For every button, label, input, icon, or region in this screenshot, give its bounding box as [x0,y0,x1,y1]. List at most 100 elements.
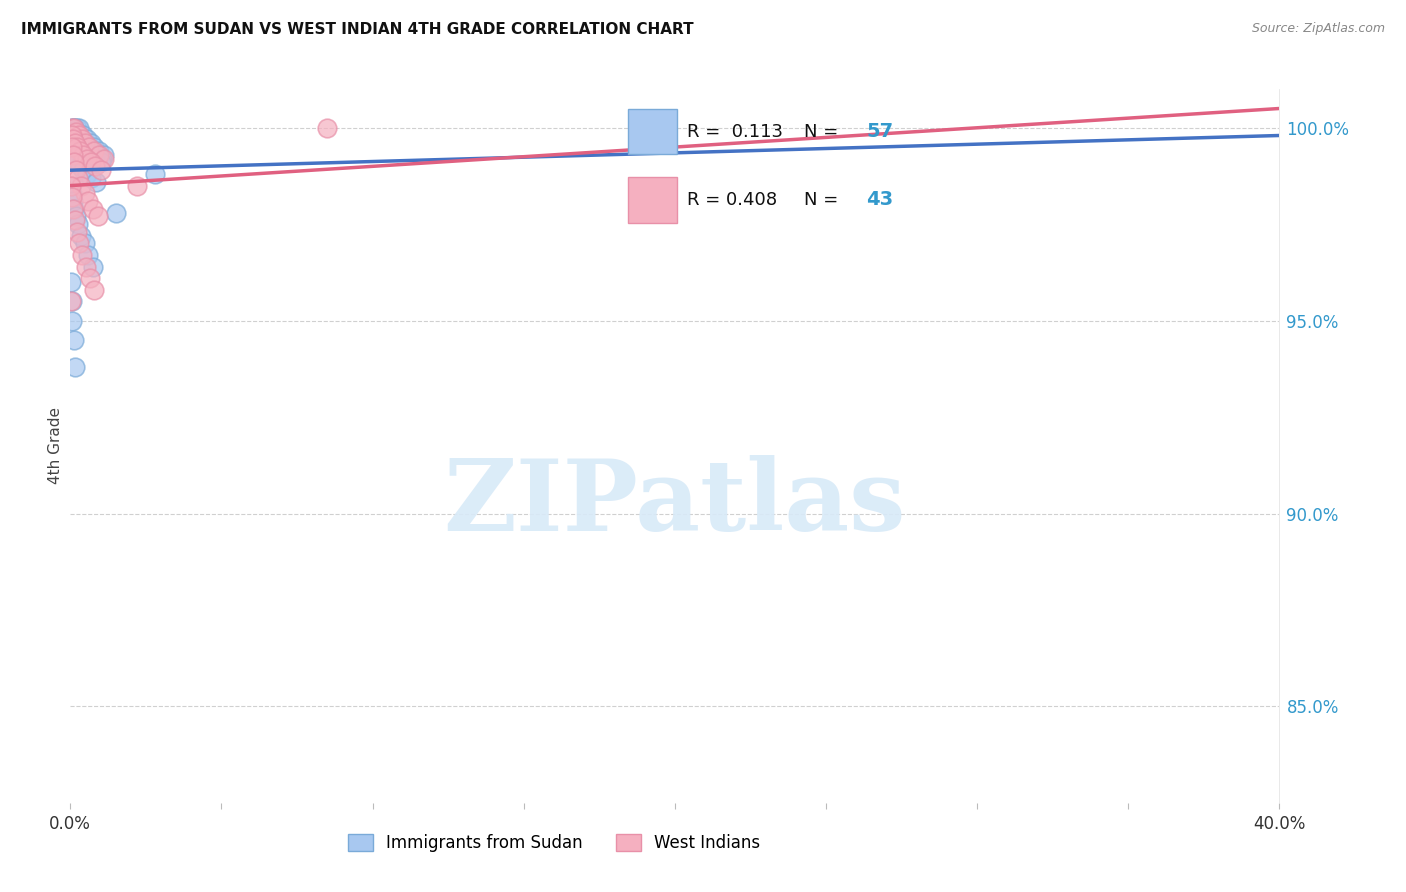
Point [62,148,84,162]
Point [59,178,82,193]
Point [84,159,107,173]
Point [80,144,103,158]
Point [90,155,111,169]
Point [77,248,100,262]
Point [86,148,108,162]
Point [76,132,98,146]
Point [63,120,86,135]
Point [80,155,103,169]
Point [63,120,86,135]
Point [79,148,101,162]
Point [73,236,96,251]
Y-axis label: 4th Grade: 4th Grade [48,408,63,484]
Point [60,294,83,309]
Point [65,163,87,178]
Text: Source: ZipAtlas.com: Source: ZipAtlas.com [1251,22,1385,36]
Point [87,210,110,224]
Point [62,194,84,208]
Point [65,210,87,224]
Point [69,159,91,173]
Point [70,178,93,193]
Point [60,186,83,201]
Point [80,136,103,151]
Point [125,178,148,193]
Point [67,128,90,143]
Point [70,132,93,146]
Point [75,260,97,274]
FancyBboxPatch shape [628,109,678,154]
Point [66,120,89,135]
Point [83,144,105,158]
Point [60,140,83,154]
Point [67,217,90,231]
Point [70,228,93,243]
Point [82,260,104,274]
Point [69,144,91,158]
Point [83,140,105,154]
Point [75,144,97,158]
Point [60,178,83,193]
Text: IMMIGRANTS FROM SUDAN VS WEST INDIAN 4TH GRADE CORRELATION CHART: IMMIGRANTS FROM SUDAN VS WEST INDIAN 4TH… [21,22,693,37]
Point [63,128,86,143]
Point [65,132,87,146]
Point [62,120,84,135]
Point [79,271,101,285]
Point [70,132,93,146]
Point [62,128,84,143]
Point [63,155,86,169]
Point [76,167,98,181]
Point [84,175,107,189]
Point [72,148,94,162]
Point [93,152,115,166]
Point [66,140,89,154]
Point [82,202,104,216]
Point [77,194,100,208]
Point [60,140,83,154]
Point [62,202,84,216]
Point [72,248,94,262]
Point [93,148,115,162]
Point [60,128,83,143]
Point [67,120,90,135]
Point [83,283,105,297]
Point [60,144,83,158]
Point [67,136,90,151]
Point [63,213,86,227]
Text: ZIPatlas: ZIPatlas [444,455,905,551]
FancyBboxPatch shape [628,178,678,223]
Point [73,186,96,201]
Point [91,152,114,166]
Point [66,128,89,143]
Point [87,144,110,158]
Point [60,125,83,139]
Point [70,140,93,154]
Text: N =: N = [804,123,844,141]
Point [59,294,82,309]
Point [62,148,84,162]
Text: N =: N = [804,191,844,209]
Point [75,136,97,151]
Point [63,120,86,135]
Point [143,167,166,181]
Point [316,120,339,135]
Point [62,120,84,135]
Text: R =  0.113: R = 0.113 [686,123,783,141]
Text: R = 0.408: R = 0.408 [686,191,778,209]
Point [90,163,111,178]
Legend: Immigrants from Sudan, West Indians: Immigrants from Sudan, West Indians [340,827,768,859]
Point [62,333,84,347]
Point [104,205,127,219]
Point [59,275,82,289]
Point [76,140,98,154]
Point [60,120,83,135]
Point [80,170,103,185]
Point [65,125,87,139]
Point [62,313,84,327]
Text: 57: 57 [866,122,893,141]
Point [65,125,87,139]
Point [65,359,87,374]
Point [79,140,101,154]
Point [72,128,94,143]
Point [66,155,89,169]
Point [62,132,84,146]
